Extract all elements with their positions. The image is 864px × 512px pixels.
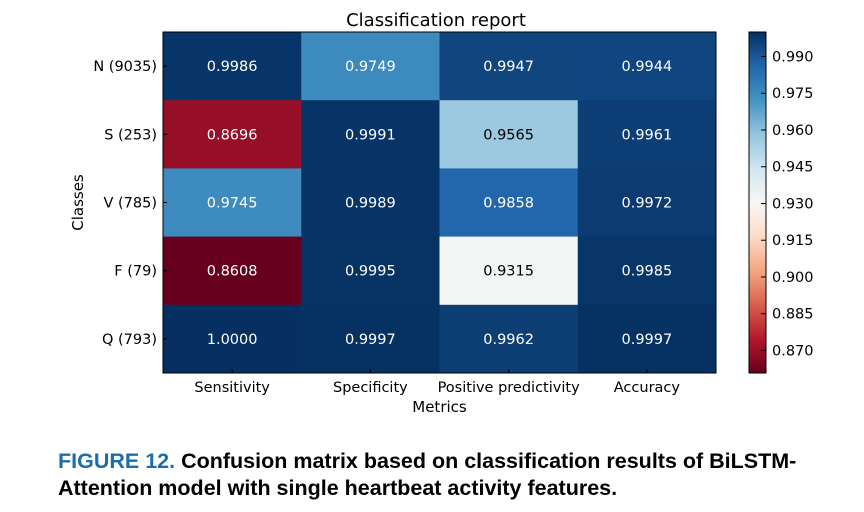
y-axis-label: Classes xyxy=(69,174,87,231)
heatmap-cell xyxy=(301,236,440,306)
colorbar-tick-label: 0.945 xyxy=(772,160,814,176)
heatmap-cell xyxy=(163,304,302,374)
heatmap-cell xyxy=(577,168,717,238)
y-tick-label: N (9035) xyxy=(93,59,157,75)
heatmap-cell xyxy=(301,168,440,238)
heatmap-cell xyxy=(439,32,579,101)
cell-value-label: 0.9991 xyxy=(345,127,396,143)
cell-value-label: 0.9997 xyxy=(622,332,673,348)
heatmap-cell xyxy=(577,100,717,169)
heatmap-cell xyxy=(301,100,440,169)
x-tick-label: Specificity xyxy=(333,380,408,396)
heatmap-cell xyxy=(163,32,302,101)
x-tick-labels: Sensitivity Specificity Positive predictiv… xyxy=(194,369,680,396)
heatmap-cell xyxy=(577,236,717,306)
x-axis-label: Metrics xyxy=(412,398,467,416)
y-tick-label: Q (793) xyxy=(102,332,157,348)
cell-value-label: 0.9315 xyxy=(483,264,534,280)
x-tick-label: Accuracy xyxy=(614,380,681,396)
cell-value-label: 0.8608 xyxy=(207,264,258,280)
colorbar xyxy=(748,31,767,374)
cell-value-label: 1.0000 xyxy=(207,332,258,348)
cell-value-label: 0.9985 xyxy=(622,264,673,280)
y-tick-label: V (785) xyxy=(103,196,157,212)
colorbar-tick-label: 0.885 xyxy=(772,307,814,323)
cell-value-label: 0.9962 xyxy=(483,332,534,348)
figure-caption: FIGURE 12. Confusion matrix based on clas… xyxy=(58,448,838,502)
colorbar-tick-label: 0.975 xyxy=(772,86,814,102)
heatmap-cell xyxy=(301,304,440,374)
colorbar-tick-label: 0.900 xyxy=(772,270,814,286)
chart-title: Classification report xyxy=(346,10,526,31)
heatmap-cell xyxy=(439,100,579,169)
caption-text: Confusion matrix based on classification… xyxy=(58,449,797,500)
y-tick-label: S (253) xyxy=(104,127,157,143)
x-tick-label: Positive predictivity xyxy=(438,380,580,396)
cell-value-label: 0.9565 xyxy=(483,127,534,143)
colorbar-tick-label: 0.990 xyxy=(772,49,814,65)
cell-value-label: 0.9944 xyxy=(622,59,673,75)
heatmap-cell xyxy=(439,168,579,238)
colorbar-tick-label: 0.930 xyxy=(772,196,814,212)
y-tick-label: F (79) xyxy=(114,264,157,280)
heatmap-cell xyxy=(163,100,302,169)
cell-value-label: 0.9997 xyxy=(345,332,396,348)
cell-value-label: 0.9749 xyxy=(345,59,396,75)
colorbar-tick-label: 0.960 xyxy=(772,123,814,139)
y-tick-labels: N (9035) S (253) V (785) F (79) Q (793) xyxy=(93,59,167,348)
colorbar-ticks: 0.870 0.885 0.900 0.915 0.930 0.945 0.960 0.975… xyxy=(761,49,814,359)
heatmap-cell xyxy=(439,304,579,374)
cell-value-label: 0.8696 xyxy=(207,127,258,143)
cell-value-label: 0.9995 xyxy=(345,264,396,280)
cell-value-label: 0.9961 xyxy=(622,127,673,143)
colorbar-tick-label: 0.870 xyxy=(772,343,814,359)
figure-label: FIGURE 12. xyxy=(58,449,176,473)
cell-value-label: 0.9858 xyxy=(483,196,534,212)
heatmap-chart: Classification report 0.9986 0.9749 0.9947… xyxy=(69,10,814,416)
heatmap-cell xyxy=(163,168,302,238)
cell-value-label: 0.9989 xyxy=(345,196,396,212)
heatmap-cell xyxy=(577,32,717,101)
cell-value-label: 0.9947 xyxy=(483,59,534,75)
heatmap-cell xyxy=(301,32,440,101)
heatmap-cell xyxy=(439,236,579,306)
heatmap-cell xyxy=(577,304,717,374)
cell-value-label: 0.9986 xyxy=(207,59,258,75)
heatmap-cells: 0.9986 0.9749 0.9947 0.9944 0.8696 0.9991 0.95… xyxy=(163,32,717,374)
cell-value-label: 0.9972 xyxy=(622,196,673,212)
cell-value-label: 0.9745 xyxy=(207,196,258,212)
heatmap-cell xyxy=(163,236,302,306)
colorbar-tick-label: 0.915 xyxy=(772,233,814,249)
x-tick-label: Sensitivity xyxy=(194,380,270,396)
